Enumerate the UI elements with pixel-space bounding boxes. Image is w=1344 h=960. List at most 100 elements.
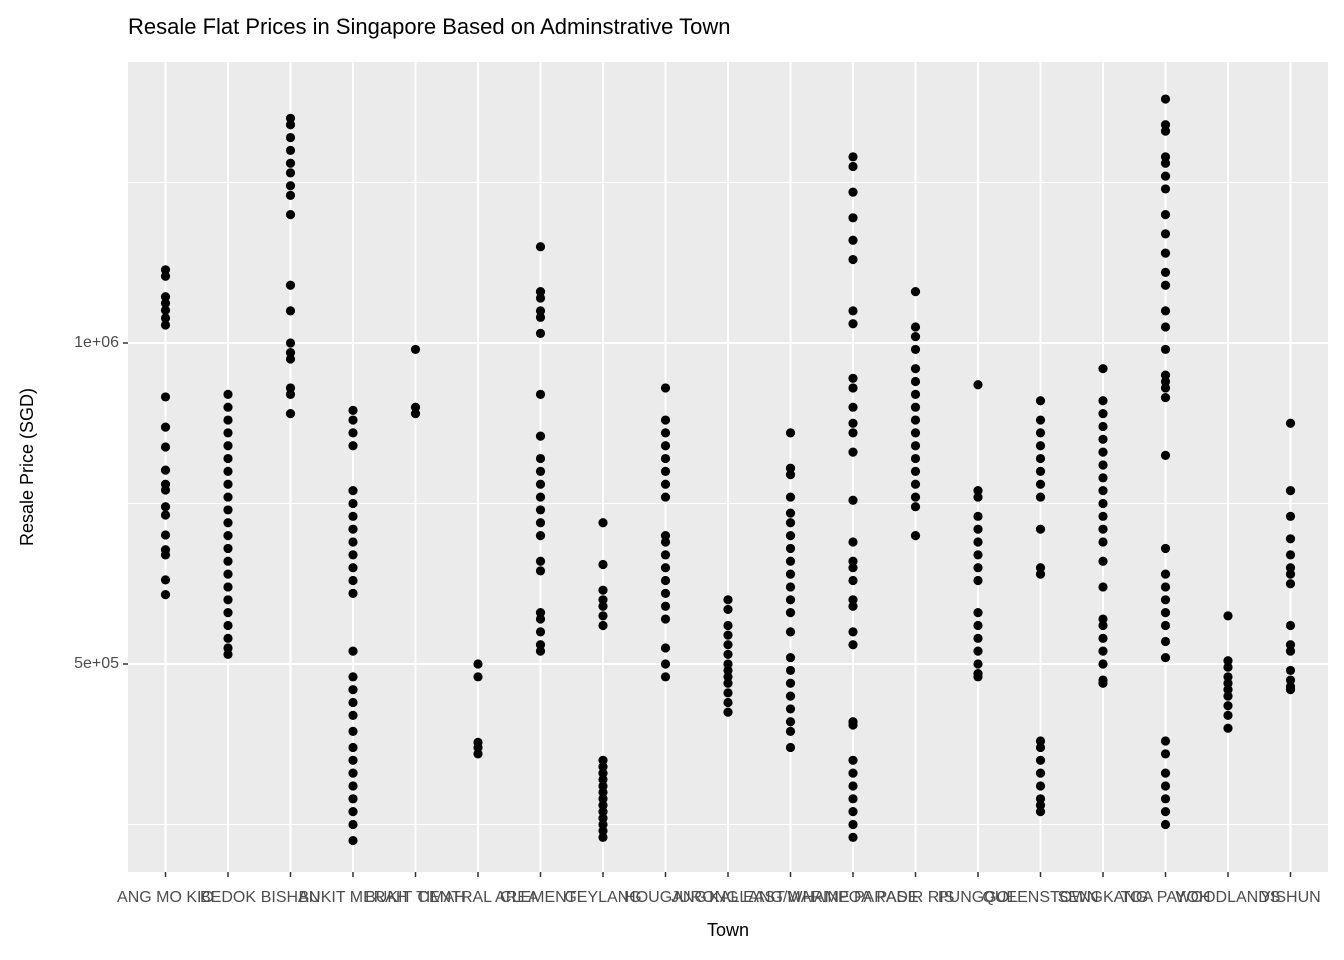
point — [1035, 794, 1046, 804]
point — [973, 492, 983, 502]
x-tick-label: ANG MO KIO — [117, 889, 214, 906]
point — [223, 556, 233, 566]
point — [910, 389, 921, 399]
point — [785, 463, 796, 473]
point — [223, 649, 233, 659]
x-tick-label: HOUGANG — [624, 889, 707, 906]
point — [535, 530, 546, 541]
point — [785, 556, 796, 566]
point — [598, 768, 608, 778]
point — [285, 181, 296, 191]
point — [160, 298, 171, 308]
x-tick-label: WOODLANDS — [1176, 889, 1281, 906]
point — [723, 707, 733, 717]
point — [848, 161, 858, 172]
point — [223, 415, 233, 425]
point — [1160, 768, 1171, 778]
point — [348, 428, 358, 438]
point — [223, 569, 233, 579]
point — [1160, 608, 1171, 618]
point — [348, 415, 358, 425]
point — [973, 575, 983, 586]
point — [598, 518, 608, 528]
point — [785, 726, 796, 737]
point — [598, 755, 608, 765]
point — [223, 479, 233, 489]
point — [660, 466, 671, 476]
point — [1098, 396, 1108, 406]
point — [1285, 620, 1296, 631]
point — [1160, 736, 1171, 746]
point — [160, 485, 171, 495]
point — [973, 646, 983, 656]
point — [160, 313, 171, 323]
point — [160, 305, 171, 315]
x-tick-label: BEDOK — [200, 889, 256, 906]
point — [1160, 781, 1171, 791]
point — [1035, 800, 1046, 810]
point — [160, 510, 171, 520]
point — [535, 328, 546, 338]
point — [1160, 248, 1171, 258]
point — [285, 145, 296, 156]
point — [848, 720, 858, 730]
point — [1035, 569, 1046, 579]
x-tick-label: TOA PAYOH — [1121, 889, 1211, 906]
point — [1160, 569, 1171, 579]
point — [723, 630, 733, 640]
x-tick-label: PASIR RIS — [877, 889, 955, 906]
point — [910, 364, 921, 374]
point — [723, 672, 733, 682]
point — [660, 659, 671, 669]
point — [1160, 344, 1171, 355]
point — [1285, 486, 1296, 496]
point — [910, 453, 921, 464]
point — [160, 502, 171, 512]
point — [535, 479, 546, 489]
point — [598, 611, 608, 621]
point — [1098, 511, 1108, 521]
point — [1223, 611, 1233, 621]
point — [535, 566, 546, 576]
y-axis-title: Resale Price (SGD) — [17, 388, 37, 546]
point — [348, 563, 358, 573]
point — [1285, 418, 1296, 428]
point — [1223, 701, 1233, 711]
point — [848, 627, 858, 637]
point — [723, 697, 733, 708]
point — [785, 518, 796, 528]
point — [785, 508, 796, 518]
point — [285, 306, 296, 316]
point — [660, 479, 671, 489]
point — [285, 120, 296, 130]
point — [223, 466, 233, 476]
point — [285, 168, 296, 178]
point — [598, 826, 608, 836]
point — [723, 665, 733, 676]
point — [285, 383, 296, 393]
point — [973, 550, 983, 560]
point — [910, 344, 921, 355]
point — [598, 774, 608, 785]
point — [723, 659, 733, 669]
point — [1160, 749, 1171, 759]
point — [535, 556, 546, 566]
point — [723, 595, 733, 605]
point — [348, 755, 358, 765]
point — [1098, 678, 1108, 688]
point — [348, 498, 358, 509]
point — [535, 505, 546, 515]
point — [160, 550, 171, 560]
point — [660, 601, 671, 611]
point — [1035, 768, 1046, 778]
point — [223, 643, 233, 653]
point — [1160, 120, 1171, 130]
point — [660, 643, 671, 653]
point — [1098, 447, 1108, 457]
point — [160, 442, 171, 452]
point — [1098, 556, 1108, 566]
point — [535, 242, 546, 252]
point — [848, 235, 858, 245]
point — [1160, 819, 1171, 830]
point — [473, 749, 483, 759]
